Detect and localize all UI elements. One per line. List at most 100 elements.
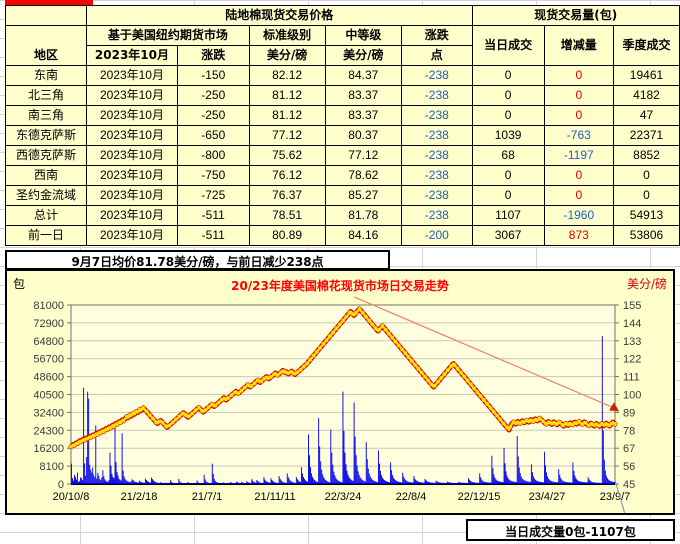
month-cell: 2023年10月 [86, 205, 178, 226]
points-change-cell: -200 [401, 225, 473, 246]
points-change-cell: -238 [401, 65, 473, 86]
svg-text:16200: 16200 [33, 443, 64, 455]
standard-price-cell: 78.51 [248, 205, 326, 226]
svg-text:20/10/8: 20/10/8 [53, 491, 90, 503]
daily-volume-cell: 1039 [471, 125, 545, 146]
month-cell: 2023年10月 [86, 105, 178, 126]
table-row: 西南 2023年10月 -750 76.12 78.62 -238 0 0 0 [4, 165, 680, 186]
right-axis-unit-label: 美分/磅 [626, 277, 667, 291]
month-cell: 2023年10月 [86, 65, 178, 86]
svg-text:144: 144 [623, 318, 641, 330]
daily-volume-cell: 3067 [471, 225, 545, 246]
svg-text:122: 122 [623, 354, 641, 366]
svg-text:155: 155 [623, 300, 641, 312]
svg-text:21/2/18: 21/2/18 [121, 491, 158, 503]
volume-delta-cell: 0 [543, 185, 614, 206]
table-row: 圣约金流域 2023年10月 -725 76.37 85.27 -238 0 0 0 [4, 185, 680, 206]
header-mid-unit: 美分/磅 [324, 45, 403, 66]
standard-price-cell: 82.12 [248, 65, 326, 86]
header-points-unit: 点 [401, 45, 473, 66]
middling-price-cell: 78.62 [324, 165, 403, 186]
middling-price-cell: 85.27 [324, 185, 403, 206]
svg-text:23/4/27: 23/4/27 [529, 491, 566, 503]
month-cell: 2023年10月 [86, 225, 178, 246]
table-row: 东南 2023年10月 -150 82.12 84.37 -238 0 0 19461 [4, 65, 680, 86]
middling-price-cell: 81.78 [324, 205, 403, 226]
volume-delta-cell: -1960 [543, 205, 614, 226]
quarter-volume-cell: 0 [612, 185, 680, 206]
header-quarter-volume: 季度成交 [612, 25, 680, 66]
points-change-cell: -238 [401, 205, 473, 226]
svg-text:78: 78 [623, 425, 635, 437]
points-change-cell: -238 [401, 145, 473, 166]
middling-price-cell: 83.37 [324, 85, 403, 106]
daily-volume-cell: 0 [471, 65, 545, 86]
futures-change-cell: -650 [176, 125, 250, 146]
svg-text:133: 133 [623, 336, 641, 348]
header-daily-volume: 当日成交 [471, 25, 545, 66]
table-row: 东德克萨斯 2023年10月 -650 77.12 80.37 -238 1039 -763 2… [4, 125, 680, 146]
header-std-unit: 美分/磅 [248, 45, 326, 66]
daily-volume-cell: 0 [471, 185, 545, 206]
points-change-cell: -238 [401, 125, 473, 146]
middling-price-cell: 83.37 [324, 105, 403, 126]
svg-text:23/9/7: 23/9/7 [600, 491, 631, 503]
svg-text:100: 100 [623, 390, 641, 402]
svg-text:89: 89 [623, 407, 635, 419]
futures-change-cell: -725 [176, 185, 250, 206]
chart-panel: 包 美分/磅 20/23年度美国棉花现货市场日交易走势 0 45 8100 56 162… [5, 269, 675, 515]
quarter-volume-cell: 4182 [612, 85, 680, 106]
svg-text:67: 67 [623, 443, 635, 455]
month-cell: 2023年10月 [86, 185, 178, 206]
svg-text:22/3/24: 22/3/24 [325, 491, 362, 503]
header-region: 地区 [4, 45, 88, 66]
table-sub-header-row: 基于美国纽约期货市场 标准级别 中等级 涨跌 当日成交 增减量 季度成交 [4, 25, 680, 66]
header-standard-grade: 标准级别 [248, 25, 326, 46]
svg-text:56: 56 [623, 461, 635, 473]
region-cell: 圣约金流域 [4, 185, 88, 206]
svg-text:111: 111 [623, 372, 640, 384]
points-change-cell: -238 [401, 185, 473, 206]
region-cell: 西德克萨斯 [4, 145, 88, 166]
region-cell: 北三角 [4, 85, 88, 106]
svg-text:0: 0 [58, 479, 64, 491]
region-cell: 西南 [4, 165, 88, 186]
quarter-volume-cell: 54913 [612, 205, 680, 226]
quarter-volume-cell: 0 [612, 165, 680, 186]
header-change: 涨跌 [401, 25, 473, 46]
svg-text:22/12/15: 22/12/15 [458, 491, 501, 503]
header-futures-change: 涨跌 [176, 45, 250, 66]
table-row: 前一日 2023年10月 -511 80.89 84.16 -200 3067 873 5380… [4, 225, 680, 246]
month-cell: 2023年10月 [86, 125, 178, 146]
header-volume-delta: 增减量 [543, 25, 614, 66]
quarter-volume-cell: 53806 [612, 225, 680, 246]
svg-text:24300: 24300 [33, 425, 64, 437]
standard-price-cell: 77.12 [248, 125, 326, 146]
cotton-price-table: 陆地棉现货交易价格 现货交易量(包) 基于美国纽约期货市场 标准级别 中等级 涨… [4, 5, 680, 246]
daily-volume-note: 当日成交量0包-1107包 [466, 519, 675, 541]
volume-delta-cell: 0 [543, 165, 614, 186]
futures-change-cell: -800 [176, 145, 250, 166]
futures-change-cell: -511 [176, 225, 250, 246]
volume-delta-cell: -763 [543, 125, 614, 146]
quarter-volume-cell: 19461 [612, 65, 680, 86]
month-cell: 2023年10月 [86, 145, 178, 166]
futures-change-cell: -750 [176, 165, 250, 186]
daily-volume-cell: 0 [471, 165, 545, 186]
points-change-cell: -238 [401, 85, 473, 106]
table-group-header-row: 陆地棉现货交易价格 现货交易量(包) [4, 5, 680, 26]
svg-text:40500: 40500 [33, 390, 64, 402]
volume-delta-cell: 873 [543, 225, 614, 246]
volume-delta-cell: -1197 [543, 145, 614, 166]
quarter-volume-cell: 22371 [612, 125, 680, 146]
svg-text:45: 45 [623, 479, 635, 491]
table-row: 西德克萨斯 2023年10月 -800 75.62 77.12 -238 68 -1197 88… [4, 145, 680, 166]
standard-price-cell: 80.89 [248, 225, 326, 246]
header-middling: 中等级 [324, 25, 403, 46]
region-cell: 前一日 [4, 225, 88, 246]
red-marker-bar [5, 0, 93, 5]
svg-text:72900: 72900 [33, 318, 64, 330]
header-month: 2023年10月 [86, 45, 178, 66]
middling-price-cell: 84.16 [324, 225, 403, 246]
quarter-volume-cell: 8852 [612, 145, 680, 166]
